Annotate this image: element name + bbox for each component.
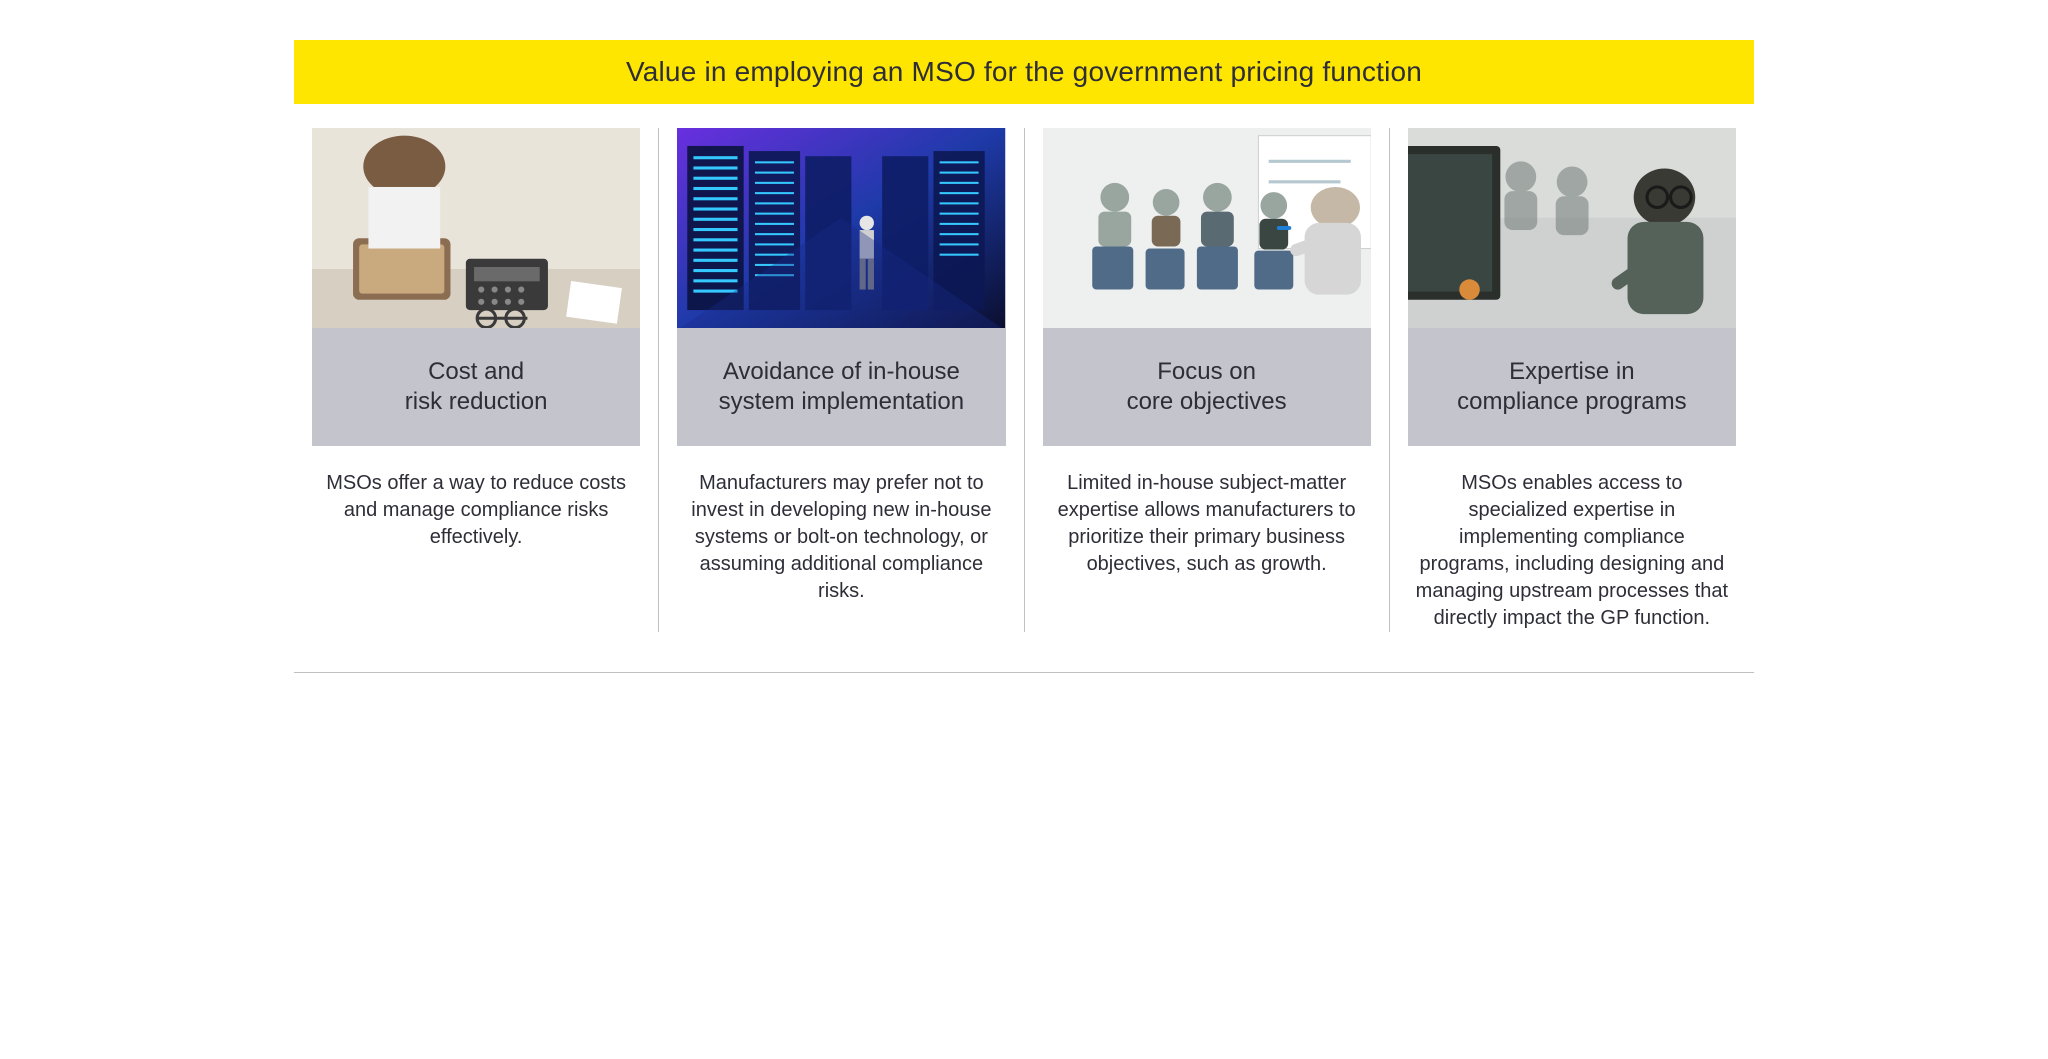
card-image [312, 128, 640, 328]
data-center-icon [677, 128, 1005, 328]
card-body: Manufacturers may prefer not to invest i… [677, 446, 1005, 605]
office-desk-icon [312, 128, 640, 328]
card-body: MSOs enables access to specialized exper… [1408, 446, 1736, 632]
card-row: Cost and risk reduction MSOs offer a way… [294, 128, 1754, 673]
card-body: Limited in-house subject-matter expertis… [1043, 446, 1371, 578]
card-body: MSOs offer a way to reduce costs and man… [312, 446, 640, 551]
card-image [1408, 128, 1736, 328]
infographic-container: Value in employing an MSO for the govern… [294, 40, 1754, 673]
card-heading: Avoidance of in-house system implementat… [677, 328, 1005, 446]
card-heading: Expertise in compliance programs [1408, 328, 1736, 446]
meeting-room-icon [1043, 128, 1371, 328]
office-monitors-icon [1408, 128, 1736, 328]
card-cost-risk: Cost and risk reduction MSOs offer a way… [294, 128, 658, 632]
card-heading: Focus on core objectives [1043, 328, 1371, 446]
card-heading: Cost and risk reduction [312, 328, 640, 446]
card-image [1043, 128, 1371, 328]
title-bar: Value in employing an MSO for the govern… [294, 40, 1754, 104]
card-focus-core: Focus on core objectives Limited in-hous… [1024, 128, 1389, 632]
card-avoidance-inhouse: Avoidance of in-house system implementat… [658, 128, 1023, 632]
card-image [677, 128, 1005, 328]
card-expertise-compliance: Expertise in compliance programs MSOs en… [1389, 128, 1754, 632]
